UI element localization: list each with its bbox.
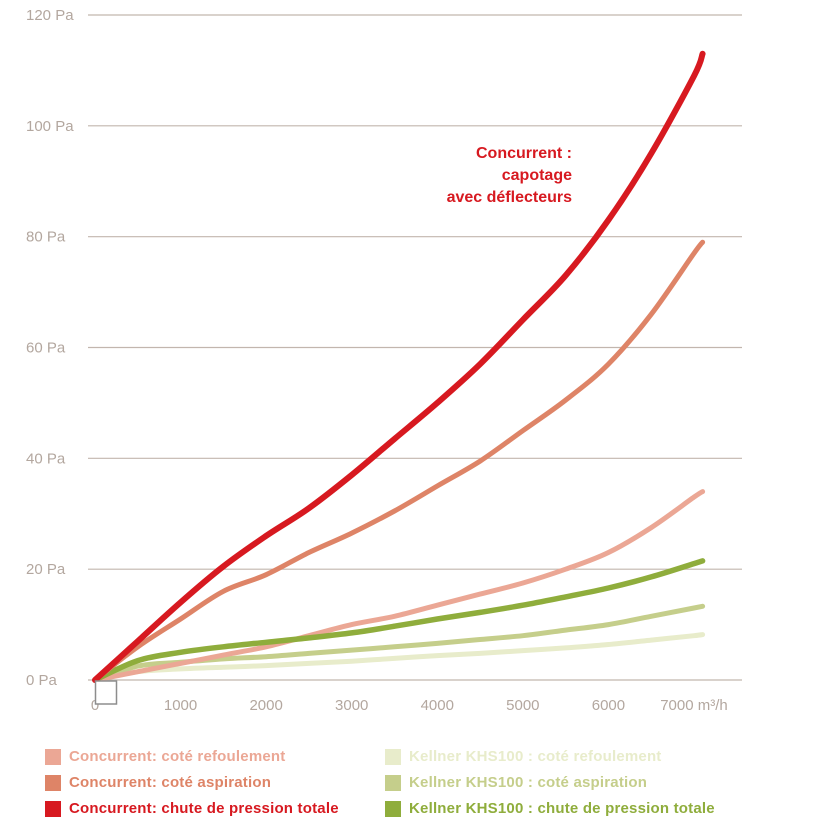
x-axis-label-7000: 7000 m³/h <box>660 697 728 714</box>
x-axis-label-5000: 5000 <box>506 697 539 714</box>
legend-item-kellner-khs100-chute-de-pression-totale: Kellner KHS100 : chute de pression total… <box>385 800 715 817</box>
legend-swatch-kellner-khs100-cot-refoulement <box>385 748 401 765</box>
legend-item-concurrent-cot-aspiration: Concurrent: coté aspiration <box>45 774 385 791</box>
x-axis-label-6000: 6000 <box>592 697 625 714</box>
annotation-line-1: Concurrent : <box>476 145 572 162</box>
x-axis-label-0: 0 <box>91 697 99 714</box>
annotation-line-2: capotage <box>502 167 572 184</box>
x-axis-label-4000: 4000 <box>421 697 454 714</box>
origin-marker-box <box>94 680 118 705</box>
legend-swatch-concurrent-cot-aspiration <box>45 774 61 791</box>
legend-swatch-concurrent-cot-refoulement <box>45 748 61 765</box>
legend-label-kellner-khs100-cot-aspiration: Kellner KHS100 : coté aspiration <box>409 774 648 791</box>
legend-item-concurrent-cot-refoulement: Concurrent: coté refoulement <box>45 748 385 765</box>
series-line-kellner-khs100-cot-refoulement <box>92 632 706 683</box>
y-axis-label-120: 120 Pa <box>26 7 74 24</box>
y-axis-label-20: 20 Pa <box>26 561 66 578</box>
legend-label-kellner-khs100-cot-refoulement: Kellner KHS100 : coté refoulement <box>409 748 662 765</box>
chart-legend: Concurrent: coté refoulement Concurrent: … <box>45 748 715 817</box>
legend-item-kellner-khs100-cot-aspiration: Kellner KHS100 : coté aspiration <box>385 774 715 791</box>
y-axis-label-40: 40 Pa <box>26 450 66 467</box>
series-line-concurrent-cot-refoulement <box>92 489 706 683</box>
pressure-drop-line-chart: 0 Pa 20 Pa 40 Pa 60 Pa 80 Pa 100 Pa 120 Pa 0 100… <box>26 7 742 714</box>
y-axis-label-0: 0 Pa <box>26 672 58 689</box>
annotation-line-3: avec déflecteurs <box>447 189 573 206</box>
y-axis-label-60: 60 Pa <box>26 340 66 357</box>
legend-swatch-kellner-khs100-cot-aspiration <box>385 774 401 791</box>
legend-item-kellner-khs100-cot-refoulement: Kellner KHS100 : coté refoulement <box>385 748 715 765</box>
legend-label-kellner-khs100-chute-de-pression-totale: Kellner KHS100 : chute de pression total… <box>409 800 715 817</box>
x-axis-label-2000: 2000 <box>249 697 282 714</box>
y-axis-label-80: 80 Pa <box>26 229 66 246</box>
x-axis-label-1000: 1000 <box>164 697 197 714</box>
x-axis-label-3000: 3000 <box>335 697 368 714</box>
legend-swatch-concurrent-chute-de-pression-totale <box>45 800 61 817</box>
y-axis-label-100: 100 Pa <box>26 118 74 135</box>
legend-swatch-kellner-khs100-chute-de-pression-totale <box>385 800 401 817</box>
legend-item-concurrent-chute-de-pression-totale: Concurrent: chute de pression totale <box>45 800 385 817</box>
legend-label-concurrent-chute-de-pression-totale: Concurrent: chute de pression totale <box>69 800 339 817</box>
series-line-concurrent-cot-aspiration <box>92 239 706 683</box>
series-line-kellner-khs100-chute-de-pression-totale <box>92 558 706 683</box>
legend-label-concurrent-cot-refoulement: Concurrent: coté refoulement <box>69 748 286 765</box>
legend-label-concurrent-cot-aspiration: Concurrent: coté aspiration <box>69 774 272 791</box>
series-line-concurrent-chute-de-pression-totale <box>92 50 706 683</box>
